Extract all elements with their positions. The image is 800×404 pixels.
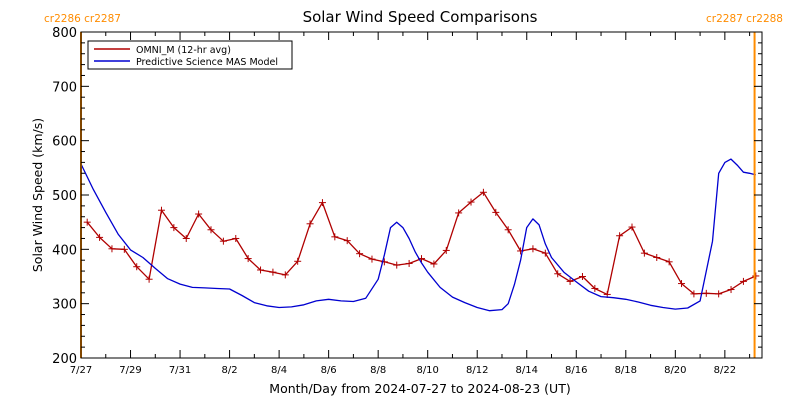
data-point [195, 210, 203, 218]
data-point [455, 209, 463, 217]
data-point [739, 277, 747, 285]
data-point [182, 234, 190, 242]
chart-title: Solar Wind Speed Comparisons [303, 8, 538, 26]
data-point [244, 255, 252, 263]
x-tick-label: 8/20 [664, 365, 686, 376]
data-point [269, 268, 277, 276]
x-tick-label: 8/16 [565, 365, 587, 376]
y-tick-label: 500 [52, 189, 77, 204]
data-point [219, 237, 227, 245]
carrington-label: cr2286 cr2287 [44, 13, 121, 25]
data-point [430, 260, 438, 268]
x-tick-label: 8/12 [466, 365, 488, 376]
data-point [554, 270, 562, 278]
y-tick-label: 300 [52, 298, 77, 313]
data-point [257, 266, 265, 274]
data-point [578, 273, 586, 280]
data-point [678, 280, 686, 288]
data-point [479, 188, 487, 196]
data-point [83, 218, 91, 226]
x-tick-label: 8/8 [370, 365, 386, 376]
x-axis-label: Month/Day from 2024-07-27 to 2024-08-23 … [269, 381, 570, 396]
data-point [133, 263, 141, 271]
data-point [145, 275, 153, 283]
x-tick-label: 8/2 [222, 365, 238, 376]
data-point [442, 246, 450, 254]
data-point [393, 261, 401, 269]
data-point [653, 253, 661, 261]
y-tick-label: 700 [52, 80, 77, 95]
series-line-1 [80, 158, 756, 312]
data-point [566, 277, 574, 285]
x-tick-label: 8/14 [516, 365, 538, 376]
x-tick-label: 8/10 [416, 365, 438, 376]
legend-box [87, 40, 293, 70]
data-point [665, 258, 673, 266]
data-point [294, 257, 302, 265]
data-point [318, 199, 326, 207]
x-tick-label: 8/18 [615, 365, 637, 376]
series-line-0 [86, 191, 757, 296]
data-point [157, 206, 165, 214]
data-point [467, 198, 475, 206]
y-tick-label: 800 [52, 26, 77, 41]
x-tick-label: 8/6 [321, 365, 337, 376]
data-point [96, 233, 104, 241]
data-point [343, 237, 351, 245]
legend-label-0: OMNI_M (12-hr avg) [136, 45, 231, 56]
x-tick-label: 7/31 [169, 365, 191, 376]
data-point [529, 245, 537, 253]
plot-frame [80, 31, 763, 359]
data-point [591, 284, 599, 292]
x-tick-label: 8/4 [271, 365, 287, 376]
data-point [108, 245, 116, 253]
data-point [368, 255, 376, 263]
data-point [232, 234, 240, 242]
data-point [504, 226, 512, 234]
data-point [306, 220, 314, 228]
data-point [541, 249, 549, 257]
data-point [207, 226, 215, 234]
data-point [331, 233, 339, 241]
data-point [690, 290, 698, 298]
data-point [616, 232, 624, 240]
y-tick-label: 600 [52, 135, 77, 150]
data-point [640, 249, 648, 257]
data-point [170, 224, 178, 232]
y-tick-label: 400 [52, 243, 77, 258]
data-point [492, 208, 500, 216]
data-point [356, 250, 364, 258]
x-tick-label: 8/22 [714, 365, 736, 376]
data-point [120, 245, 128, 253]
y-tick-label: 200 [52, 352, 77, 367]
y-axis-label: Solar Wind Speed (km/s) [30, 118, 45, 272]
legend-label-1: Predictive Science MAS Model [136, 57, 278, 68]
x-tick-label: 7/27 [70, 365, 92, 376]
data-point [715, 290, 723, 298]
data-point [727, 286, 735, 294]
data-point [281, 271, 289, 279]
x-tick-label: 7/29 [119, 365, 141, 376]
data-point [628, 223, 636, 231]
data-point [752, 272, 760, 280]
data-point [405, 259, 413, 267]
carrington-label: cr2287 cr2288 [706, 13, 783, 25]
data-point [702, 289, 710, 297]
